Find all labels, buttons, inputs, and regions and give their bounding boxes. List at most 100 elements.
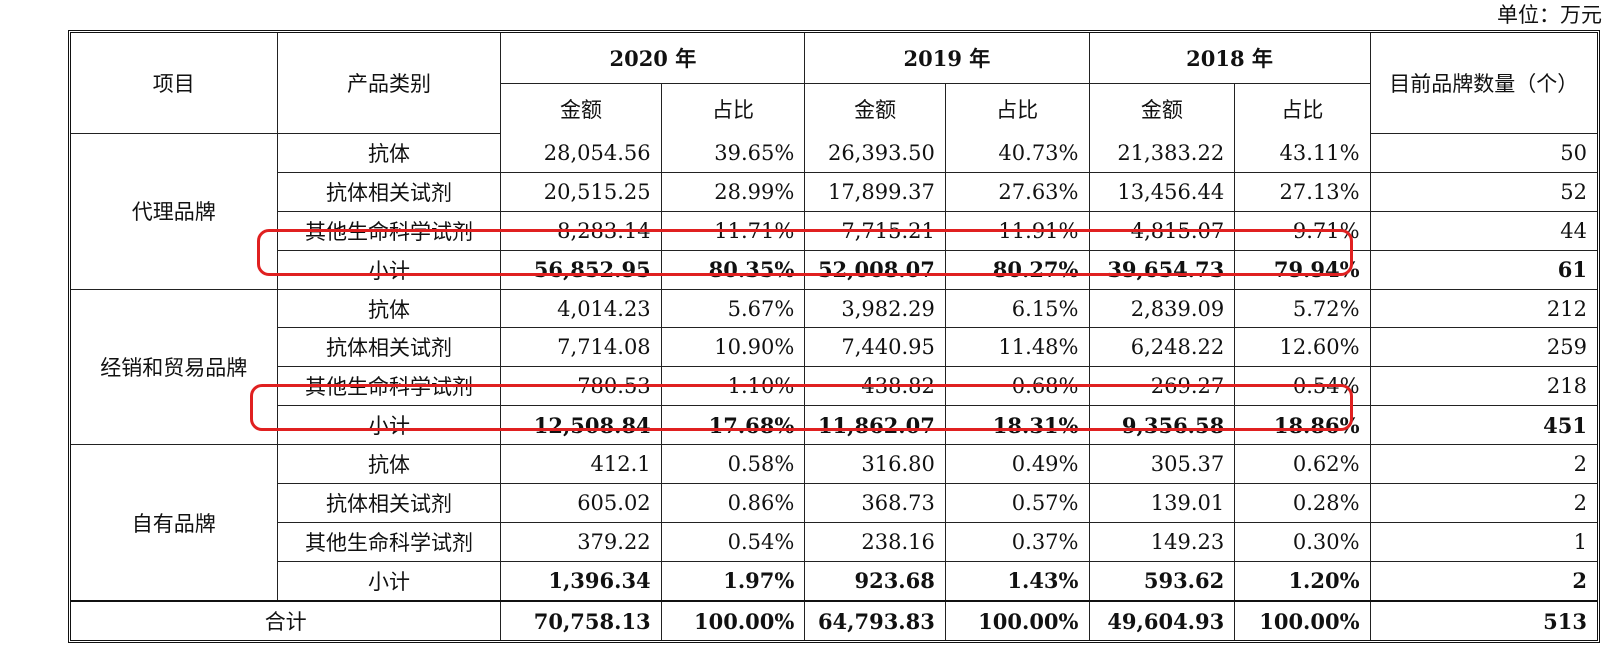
amount-2020-cell: 379.22 [500, 521, 662, 562]
ratio-2020-cell: 0.54% [660, 521, 806, 562]
ratio-2018-cell: 18.86% [1234, 405, 1371, 446]
subtotal-row: 小计 1,396.34 1.97% 923.68 1.43% 593.62 1.20% 2 [71, 560, 1597, 602]
ratio-2018-cell: 43.11% [1234, 133, 1371, 173]
ratio-2018-cell: 0.62% [1234, 444, 1371, 485]
table-body: 代理品牌 抗体 28,054.56 39.65% 26,393.50 40.73% 21,3… [71, 133, 1597, 602]
revenue-table-frame: 项目 产品类别 2020 年 2019 年 2018 年 目前品牌数量（个） 金… [68, 30, 1600, 643]
amount-2019-cell: 11,862.07 [804, 405, 946, 446]
amount-2020-cell: 12,508.84 [500, 405, 662, 446]
group-name: 自有品牌 [71, 444, 278, 602]
amount-2019-cell: 238.16 [804, 521, 946, 562]
amount-2019-cell: 923.68 [804, 560, 946, 602]
ratio-2019-cell: 27.63% [944, 171, 1090, 212]
ratio-2018-cell: 27.13% [1234, 171, 1371, 212]
total-brand-count: 513 [1369, 600, 1597, 640]
table-row: 其他生命科学试剂 8,283.14 11.71% 7,715.21 11.91% 4,81… [71, 210, 1597, 251]
amount-2020-cell: 1,396.34 [500, 560, 662, 602]
amount-2018-cell: 269.27 [1088, 366, 1236, 407]
category-cell: 小计 [277, 560, 502, 602]
revenue-table: 项目 产品类别 2020 年 2019 年 2018 年 目前品牌数量（个） 金… [71, 33, 1597, 640]
amount-2018-cell: 39,654.73 [1088, 249, 1236, 290]
subtotal-row: 小计 56,852.95 80.35% 52,008.07 80.27% 39,654.7… [71, 249, 1597, 290]
amount-2019-cell: 26,393.50 [804, 133, 946, 173]
ratio-2018-cell: 0.54% [1234, 366, 1371, 407]
amount-2019-cell: 7,715.21 [804, 210, 946, 251]
table-row: 自有品牌 抗体 412.1 0.58% 316.80 0.49% 305.37 0.62% 2 [71, 444, 1597, 602]
ratio-2018-cell: 12.60% [1234, 327, 1371, 368]
ratio-2019-cell: 40.73% [944, 133, 1090, 173]
ratio-2019-cell: 80.27% [944, 249, 1090, 290]
total-ratio-2020: 100.00% [660, 600, 806, 640]
category-cell: 抗体相关试剂 [277, 327, 502, 368]
amount-2020-cell: 780.53 [500, 366, 662, 407]
brand-count-cell: 218 [1369, 366, 1597, 407]
total-label: 合计 [71, 600, 502, 640]
header-amount-2018: 金额 [1088, 82, 1236, 134]
table-row: 抗体相关试剂 605.02 0.86% 368.73 0.57% 139.01 0.28% 2 [71, 483, 1597, 523]
ratio-2018-cell: 9.71% [1234, 210, 1371, 251]
category-cell: 抗体 [276, 288, 502, 329]
brand-count-cell: 2 [1369, 444, 1597, 485]
ratio-2019-cell: 1.43% [944, 560, 1090, 602]
amount-2020-cell: 412.1 [500, 444, 662, 485]
ratio-2020-cell: 28.99% [660, 171, 806, 212]
amount-2018-cell: 13,456.44 [1088, 171, 1236, 212]
header-item: 项目 [71, 33, 278, 134]
header-amount-2020: 金额 [500, 82, 662, 134]
category-cell: 抗体相关试剂 [277, 483, 502, 523]
total-ratio-2018: 100.00% [1234, 600, 1371, 640]
brand-count-cell: 61 [1369, 249, 1597, 290]
ratio-2019-cell: 0.68% [944, 366, 1090, 407]
category-cell: 其他生命科学试剂 [277, 366, 502, 407]
ratio-2020-cell: 0.58% [660, 444, 806, 485]
ratio-2019-cell: 0.57% [944, 483, 1090, 523]
ratio-2020-cell: 1.10% [660, 366, 806, 407]
amount-2018-cell: 6,248.22 [1088, 327, 1236, 368]
total-row: 合计 70,758.13 100.00% 64,793.83 100.00% 4… [71, 600, 1597, 640]
amount-2020-cell: 7,714.08 [500, 327, 662, 368]
brand-count-cell: 52 [1369, 171, 1597, 212]
amount-2020-cell: 20,515.25 [500, 171, 662, 212]
total-amount-2020: 70,758.13 [500, 600, 662, 640]
table-row: 抗体相关试剂 20,515.25 28.99% 17,899.37 27.63% 13,4… [71, 171, 1597, 212]
brand-count-cell: 212 [1369, 288, 1597, 329]
header-brand-count: 目前品牌数量（个） [1369, 33, 1597, 134]
ratio-2019-cell: 11.91% [944, 210, 1090, 251]
brand-count-cell: 44 [1369, 210, 1597, 251]
amount-2019-cell: 438.82 [804, 366, 946, 407]
ratio-2019-cell: 18.31% [944, 405, 1090, 446]
subtotal-row: 小计 12,508.84 17.68% 11,862.07 18.31% 9,356.58… [71, 405, 1597, 446]
ratio-2018-cell: 1.20% [1234, 560, 1371, 602]
header-category: 产品类别 [276, 33, 502, 134]
amount-2020-cell: 28,054.56 [500, 133, 662, 173]
brand-count-cell: 451 [1369, 405, 1597, 446]
amount-2020-cell: 4,014.23 [500, 288, 662, 329]
brand-count-cell: 259 [1369, 327, 1597, 368]
amount-2018-cell: 593.62 [1088, 560, 1236, 602]
ratio-2018-cell: 5.72% [1234, 288, 1371, 329]
ratio-2018-cell: 79.94% [1234, 249, 1371, 290]
header-ratio-2019: 占比 [944, 82, 1090, 134]
amount-2020-cell: 56,852.95 [500, 249, 662, 290]
amount-2020-cell: 605.02 [500, 483, 662, 523]
group-name: 代理品牌 [71, 133, 278, 290]
amount-2019-cell: 52,008.07 [804, 249, 946, 290]
header-ratio-2020: 占比 [660, 82, 806, 134]
amount-2018-cell: 305.37 [1088, 444, 1236, 485]
ratio-2020-cell: 0.86% [660, 483, 806, 523]
brand-count-cell: 50 [1369, 133, 1597, 173]
header-ratio-2018: 占比 [1234, 82, 1371, 134]
amount-2018-cell: 139.01 [1088, 483, 1236, 523]
amount-2019-cell: 17,899.37 [804, 171, 946, 212]
ratio-2019-cell: 0.37% [944, 521, 1090, 562]
header-year-2019: 2019 年 [804, 33, 1090, 84]
table-row: 其他生命科学试剂 780.53 1.10% 438.82 0.68% 269.27 0.54… [71, 366, 1597, 407]
table-row: 经销和贸易品牌 抗体 4,014.23 5.67% 3,982.29 6.15% 2,839… [71, 288, 1597, 446]
total-amount-2018: 49,604.93 [1088, 600, 1236, 640]
ratio-2020-cell: 11.71% [660, 210, 806, 251]
category-cell: 其他生命科学试剂 [277, 521, 502, 562]
category-cell: 抗体 [276, 133, 502, 173]
category-cell: 抗体相关试剂 [277, 171, 502, 212]
amount-2018-cell: 21,383.22 [1088, 133, 1236, 173]
category-cell: 小计 [277, 249, 502, 290]
